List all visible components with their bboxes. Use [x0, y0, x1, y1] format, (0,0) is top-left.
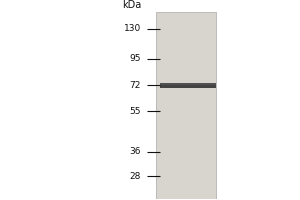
Text: 72: 72 — [130, 81, 141, 90]
Text: 130: 130 — [124, 24, 141, 33]
Text: kDa: kDa — [122, 0, 141, 10]
Text: 55: 55 — [130, 107, 141, 116]
Text: 28: 28 — [130, 172, 141, 181]
Text: 36: 36 — [130, 147, 141, 156]
Bar — [160, 83, 216, 88]
Bar — [160, 83, 216, 85]
Text: 95: 95 — [130, 54, 141, 63]
Bar — [156, 12, 216, 199]
